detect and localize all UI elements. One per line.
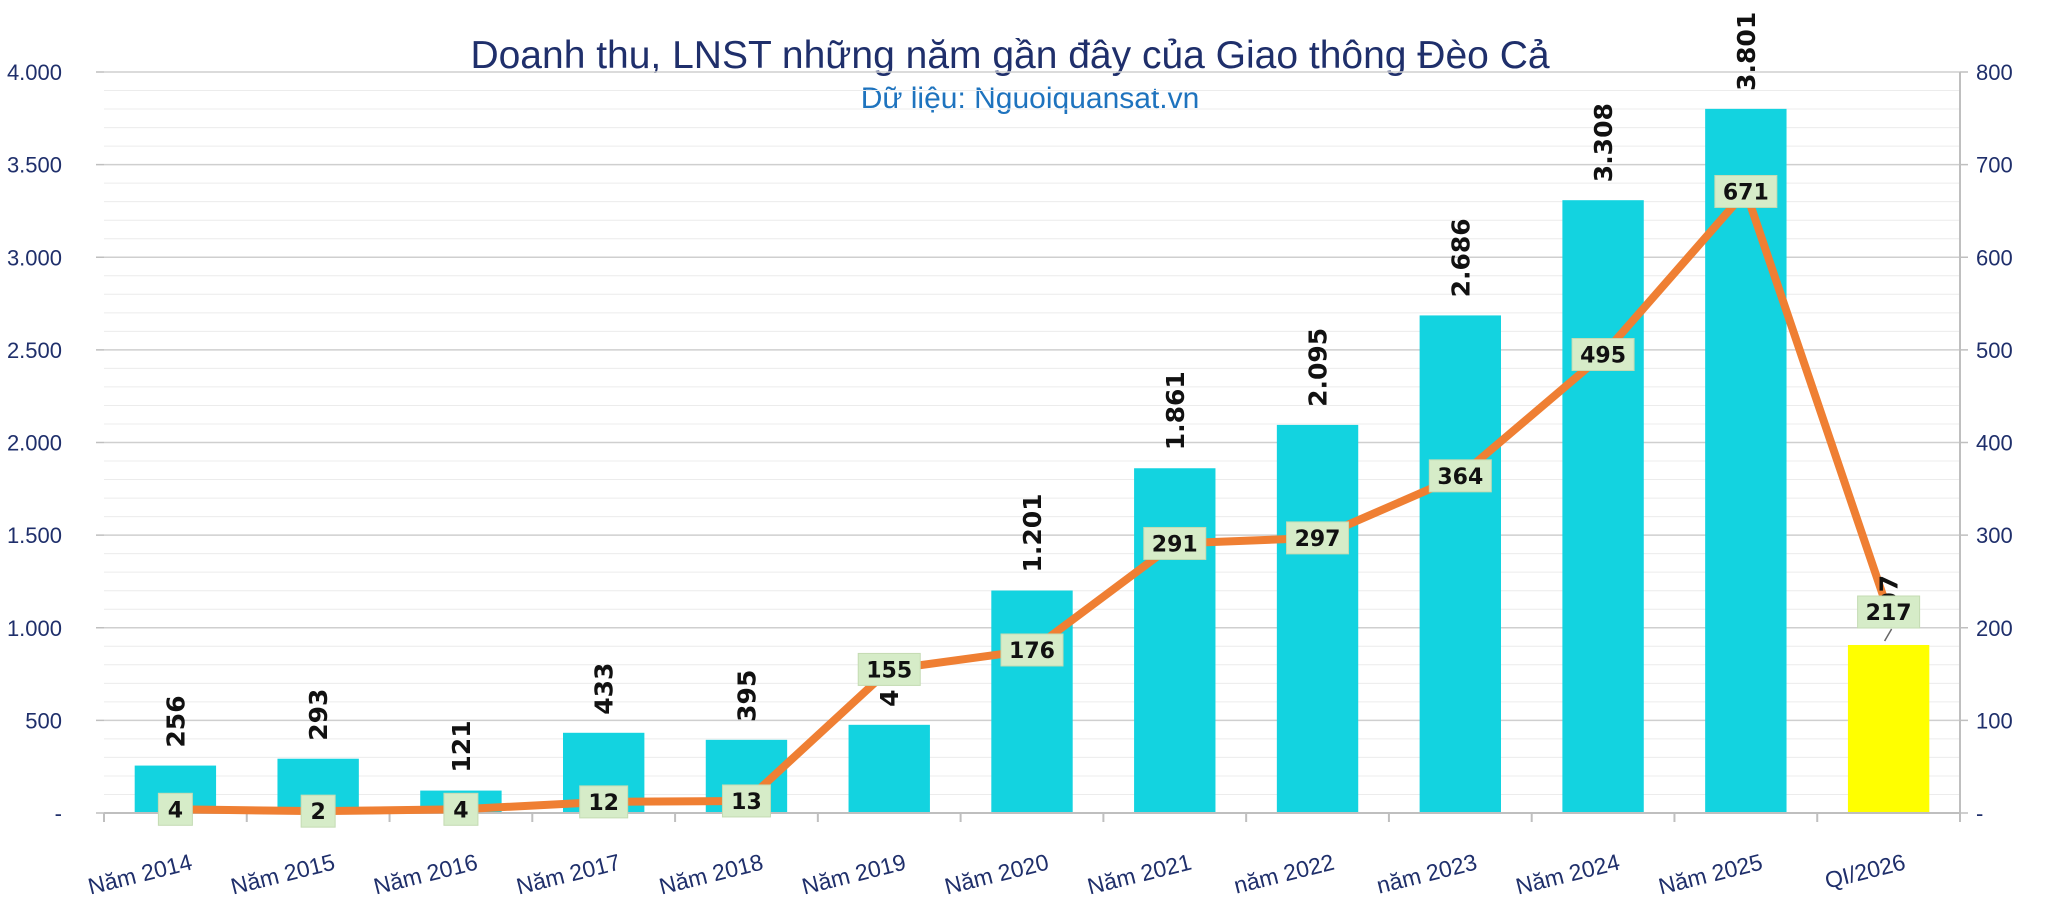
- bar-13: [1847, 644, 1930, 813]
- bar-12: [1705, 108, 1787, 813]
- line-value-label: 2: [310, 800, 325, 825]
- line-value-label: 155: [866, 658, 912, 683]
- line-value-label: 4: [168, 798, 183, 823]
- x-axis-tick-label: Năm 2019: [799, 849, 908, 900]
- line-value-label: 495: [1580, 344, 1626, 369]
- x-axis-tick-label: Năm 2025: [1656, 849, 1765, 900]
- line-value-label-box: [579, 785, 629, 819]
- left-axis-tick-label: 500: [25, 708, 62, 733]
- bar-label-leader-line: [1883, 628, 1893, 642]
- left-axis-tick-label: 2.000: [7, 431, 62, 456]
- line-value-label: 291: [1152, 532, 1198, 557]
- x-axis-tick-label: năm 2023: [1374, 849, 1480, 899]
- bar-6: [848, 724, 930, 813]
- bar-value-label: 1.201: [1018, 493, 1047, 572]
- line-value-label-box: [1286, 521, 1350, 555]
- line-value-label-box: [1857, 595, 1921, 629]
- line-value-label-box: [1571, 338, 1635, 372]
- line-value-label-box: [443, 792, 479, 826]
- right-axis-tick-label: 200: [1976, 616, 2013, 641]
- line-value-label: 671: [1723, 180, 1769, 205]
- left-axis-tick-label: -: [55, 801, 62, 826]
- right-axis-tick-label: 300: [1976, 523, 2013, 548]
- bar-value-label: 256: [161, 695, 190, 747]
- x-axis-tick-label: năm 2022: [1231, 849, 1337, 899]
- x-axis-tick-label: Năm 2015: [228, 849, 337, 900]
- left-axis-tick-label: 1.500: [7, 523, 62, 548]
- line-value-label: 4: [453, 798, 468, 823]
- line-value-label-box: [1428, 459, 1492, 493]
- x-axis-tick-label: Năm 2016: [371, 849, 480, 900]
- right-axis-tick-label: 600: [1976, 245, 2013, 270]
- x-axis-tick-label: QI/2026: [1822, 849, 1908, 894]
- bar-value-label: 3.801: [1732, 12, 1761, 91]
- right-axis-tick-label: 400: [1976, 431, 2013, 456]
- right-axis-tick-label: 700: [1976, 153, 2013, 178]
- right-axis-tick-label: 500: [1976, 338, 2013, 363]
- bar-value-label: 4: [875, 689, 904, 706]
- x-axis-tick-label: Năm 2021: [1085, 849, 1194, 900]
- right-axis-tick-label: -: [1976, 801, 1983, 826]
- bar-10: [1419, 315, 1501, 813]
- x-axis-tick-label: Năm 2024: [1513, 849, 1622, 900]
- line-value-label-box: [857, 652, 921, 686]
- left-axis-tick-label: 3.500: [7, 153, 62, 178]
- line-value-label-box: [157, 792, 193, 826]
- x-axis-tick-label: Năm 2017: [514, 849, 623, 900]
- right-axis-tick-label: 800: [1976, 60, 2013, 85]
- bar-value-label: 433: [590, 663, 619, 715]
- line-value-label: 297: [1295, 527, 1341, 552]
- line-value-label-box: [1000, 633, 1064, 667]
- right-axis-tick-label: 100: [1976, 708, 2013, 733]
- x-axis-tick-label: Năm 2020: [942, 849, 1051, 900]
- bar-value-label: 3.308: [1589, 103, 1618, 182]
- line-value-label-box: [721, 784, 771, 818]
- line-value-label: 12: [588, 791, 619, 816]
- chart-subtitle: Dữ liệu: Nguoiquansat.vn: [861, 82, 1200, 115]
- line-value-label: 217: [1866, 601, 1912, 626]
- bar-8: [1134, 468, 1216, 813]
- line-value-label: 13: [731, 790, 762, 815]
- data-labels: 256 293 121 433 395 4 1.201 1.861 2.095 2.686 3.30…: [157, 12, 1921, 828]
- bar-9: [1276, 424, 1359, 813]
- chart-title: Doanh thu, LNST những năm gần đây của Gi…: [470, 34, 1549, 77]
- left-axis-tick-label: 3.000: [7, 245, 62, 270]
- bar-value-label: 121: [447, 720, 476, 772]
- bar-series: [134, 108, 1930, 813]
- line-value-label-box: [1143, 526, 1207, 560]
- bar-11: [1562, 200, 1644, 813]
- bar-value-label: 293: [304, 689, 333, 741]
- line-value-label: 176: [1009, 639, 1055, 664]
- line-value-label: 364: [1437, 465, 1483, 490]
- line-value-label-box: [1714, 174, 1778, 208]
- bar-value-label: 395: [732, 670, 761, 722]
- line-value-label-box: [300, 794, 336, 828]
- bar-value-label: 2.095: [1304, 328, 1333, 407]
- x-axis-tick-label: Năm 2018: [656, 849, 765, 900]
- left-axis-tick-label: 1.000: [7, 616, 62, 641]
- left-axis-tick-label: 4.000: [7, 60, 62, 85]
- left-axis-tick-label: 2.500: [7, 338, 62, 363]
- bar-value-label: 1.861: [1161, 371, 1190, 450]
- bar-value-label: 2.686: [1446, 218, 1475, 297]
- x-axis-tick-label: Năm 2014: [85, 849, 194, 900]
